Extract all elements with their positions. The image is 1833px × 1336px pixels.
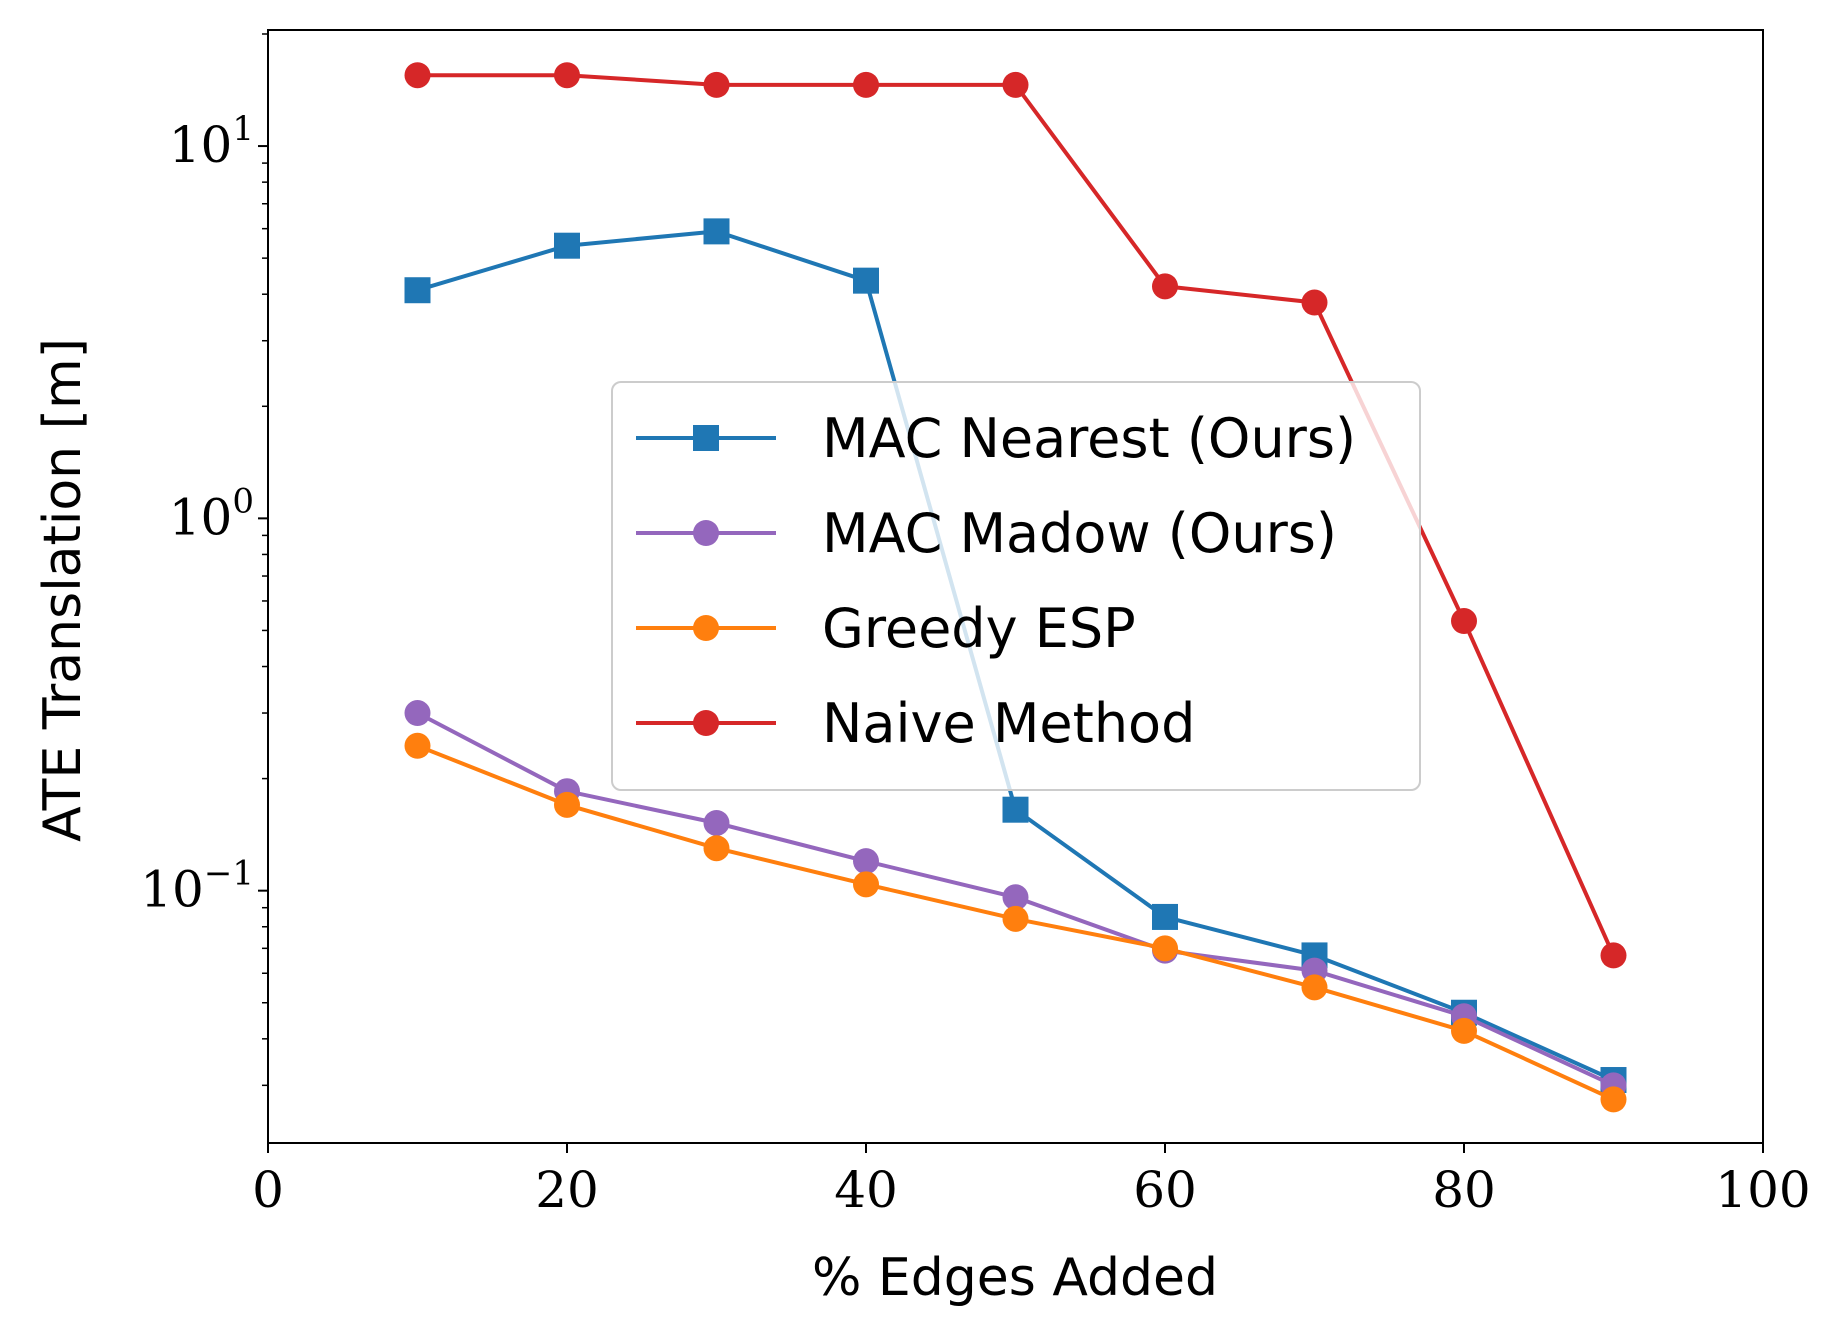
data-point [1301,974,1328,1001]
x-axis-ticks: 0 20 40 60 80 100 [252,1143,1811,1219]
data-point [404,700,431,727]
data-point [1600,1086,1627,1113]
legend: MAC Nearest (Ours) MAC Madow (Ours) Greedy… [611,381,1421,791]
y-tick-label: 10−1 [140,854,254,919]
data-point [1152,273,1178,300]
x-tick-label: 100 [1715,1161,1810,1219]
y-tick-label: 100 [169,481,254,546]
data-point [404,62,431,89]
series-greedy-esp [404,732,1627,1113]
data-point [1451,1017,1477,1044]
legend-marker [693,615,719,641]
x-tick-label: 0 [252,1161,284,1219]
legend-marker [693,520,719,546]
x-tick-label: 20 [535,1161,599,1219]
legend-label: MAC Nearest (Ours) [822,407,1356,470]
data-point [703,809,730,836]
x-tick-label: 60 [1133,1161,1197,1219]
data-point [853,848,879,875]
plot-frame [267,29,1764,1144]
x-axis-label: % Edges Added [812,1248,1218,1308]
legend-marker [693,710,719,736]
legend-entry: Greedy ESP [636,597,1136,660]
legend-entry: MAC Madow (Ours) [636,502,1337,565]
data-point [554,791,580,818]
data-point [1002,71,1029,98]
data-point [853,871,879,898]
data-point [554,232,580,259]
data-point [1002,905,1029,932]
legend-marker [693,425,719,451]
x-tick-label: 80 [1432,1161,1496,1219]
legend-label: MAC Madow (Ours) [822,502,1337,565]
data-point [554,62,580,89]
data-point [1600,942,1627,969]
data-point [1451,608,1477,635]
x-tick-label: 40 [834,1161,898,1219]
data-point [853,71,879,98]
legend-entry: MAC Nearest (Ours) [636,407,1356,470]
y-axis-ticks: 10−1 100 101 [140,33,268,1087]
y-axis-label: ATE Translation [m] [33,338,93,842]
legend-label: Greedy ESP [822,597,1136,660]
data-point [703,218,730,245]
data-point [1002,796,1029,823]
data-point [1152,903,1178,930]
data-point [404,732,431,759]
legend-label: Naive Method [822,692,1195,755]
data-point [853,267,879,294]
y-tick-label: 101 [169,109,254,174]
legend-entry: Naive Method [636,692,1195,755]
data-point [703,71,730,98]
data-point [703,835,730,862]
data-point [1301,289,1328,316]
data-point [404,277,431,304]
data-point [1002,884,1029,911]
data-point [1152,935,1178,962]
legend-box [611,381,1421,791]
